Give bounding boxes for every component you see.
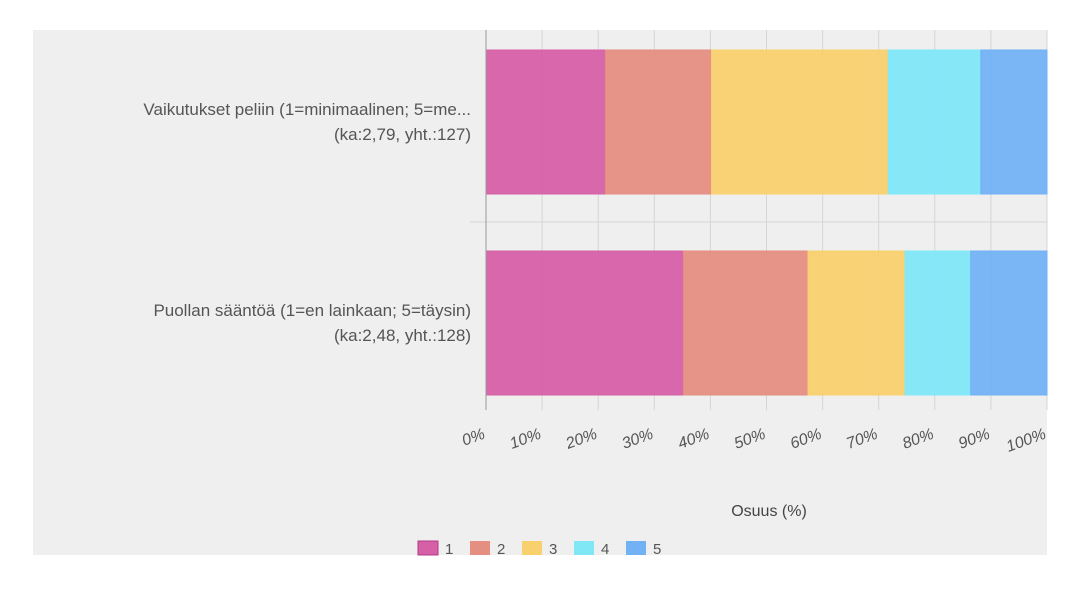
legend-swatch-1 (417, 540, 439, 556)
bar-segment-4 (904, 250, 972, 396)
legend: 1 2 3 4 5 (417, 540, 661, 558)
bar-segment-4 (887, 49, 982, 195)
category-labels: Vaikutukset peliin (1=minimaalinen; 5=me… (143, 100, 471, 345)
legend-swatch-2 (470, 541, 490, 555)
bar-segment-2 (682, 250, 809, 396)
x-axis-label: Osuus (%) (731, 503, 807, 520)
legend-swatch-4 (574, 541, 594, 555)
legend-label-1: 1 (445, 541, 453, 558)
bar-segment-5 (980, 49, 1048, 195)
bar-segment-3 (711, 49, 889, 195)
category-label: Vaikutukset peliin (1=minimaalinen; 5=me… (143, 100, 471, 119)
category-sublabel: (ka:2,79, yht.:127) (334, 125, 471, 144)
legend-label-4: 4 (601, 541, 609, 558)
x-tick-label: 0% (460, 426, 488, 450)
bar-segment-1 (485, 49, 606, 195)
legend-label-5: 5 (653, 541, 661, 558)
legend-swatch-3 (522, 541, 542, 555)
bar-segment-2 (604, 49, 713, 195)
legend-label-3: 3 (549, 541, 557, 558)
category-sublabel: (ka:2,48, yht.:128) (334, 326, 471, 345)
legend-swatch-5 (626, 541, 646, 555)
bar-segment-3 (807, 250, 906, 396)
legend-label-2: 2 (497, 541, 505, 558)
bar-segment-1 (485, 250, 684, 396)
category-label: Puollan sääntöä (1=en lainkaan; 5=täysin… (153, 301, 471, 320)
bars (485, 49, 1048, 396)
bar-segment-5 (970, 250, 1048, 396)
